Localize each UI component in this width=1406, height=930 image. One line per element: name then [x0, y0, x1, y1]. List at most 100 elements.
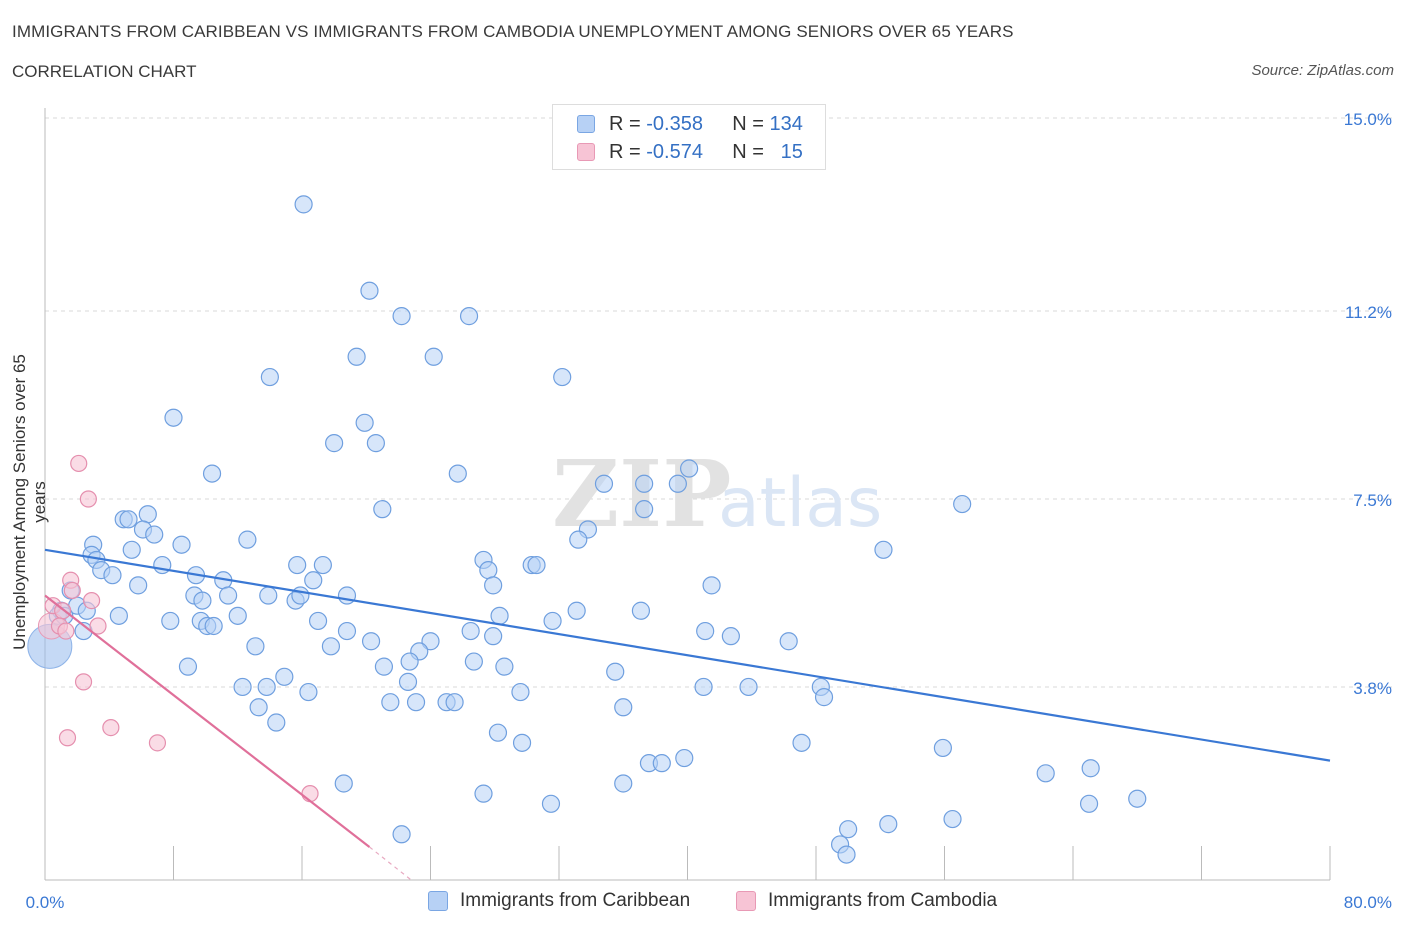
cambodia-point — [58, 729, 77, 747]
caribbean-point — [398, 672, 418, 691]
caribbean-point — [228, 606, 247, 625]
x-tick-label: 80.0% — [1344, 893, 1392, 912]
source-credit: Source: ZipAtlas.com — [1251, 62, 1394, 79]
tick-labels: 3.8% 7.5% 11.2% 15.0% 0.0% 80.0% — [26, 110, 1392, 912]
watermark-atlas: atlas — [718, 464, 882, 543]
caribbean-point — [275, 667, 294, 686]
caribbean-point — [321, 637, 341, 656]
caribbean-point — [238, 530, 257, 549]
caribbean-point — [164, 408, 183, 427]
caribbean-point — [567, 601, 586, 620]
caribbean-point — [325, 434, 344, 453]
caribbean-point — [569, 530, 588, 549]
caribbean-point — [304, 571, 323, 590]
caribbean-point — [260, 367, 279, 387]
caribbean-point — [484, 576, 503, 595]
caribbean-point — [874, 540, 893, 559]
legend-r-label: R = — [609, 112, 641, 135]
caribbean-point — [337, 621, 357, 641]
caribbean-point — [490, 606, 509, 625]
caribbean-point — [614, 774, 633, 793]
cambodia-point — [102, 718, 120, 737]
caribbean-point — [267, 713, 286, 732]
caribbean-point — [347, 347, 366, 366]
caribbean-point — [313, 555, 332, 575]
y-tick-label: 3.8% — [1353, 679, 1392, 698]
caribbean-point — [424, 347, 443, 366]
caribbean-point — [461, 621, 480, 641]
caribbean-point — [178, 657, 198, 676]
caribbean-point — [109, 606, 128, 625]
caribbean-point — [696, 621, 715, 641]
bottom-legend-swatch-caribbean — [428, 891, 448, 911]
caribbean-point — [122, 540, 141, 559]
caribbean-point — [360, 281, 379, 300]
caribbean-point — [161, 611, 180, 631]
caribbean-point — [1128, 789, 1147, 808]
caribbean-point — [479, 561, 498, 580]
caribbean-point — [294, 195, 313, 214]
caribbean-point — [445, 693, 464, 712]
caribbean-point — [594, 474, 614, 493]
caribbean-point — [943, 809, 962, 829]
bottom-legend-label-cambodia: Immigrants from Cambodia — [768, 890, 998, 911]
caribbean-point — [366, 434, 385, 453]
legend-r-value-caribbean: -0.358 — [646, 112, 703, 135]
cambodia-point — [57, 622, 75, 640]
caribbean-point — [1079, 794, 1099, 813]
caribbean-point — [702, 576, 721, 595]
caribbean-point — [202, 464, 222, 483]
caribbean-point — [361, 632, 381, 651]
x-tick-label: 0.0% — [26, 893, 65, 912]
caribbean-point — [779, 632, 798, 651]
caribbean-point — [193, 591, 212, 610]
caribbean-point — [512, 733, 532, 752]
bottom-legend-label-caribbean: Immigrants from Caribbean — [460, 890, 691, 911]
caribbean-point — [541, 794, 561, 813]
caribbean-point — [259, 586, 278, 605]
caribbean-point — [668, 474, 687, 493]
caribbean-point — [374, 657, 394, 676]
legend-n-label: N = — [732, 112, 764, 135]
caribbean-point — [1036, 764, 1055, 783]
caribbean-point — [837, 845, 856, 864]
caribbean-point — [464, 652, 483, 671]
legend-r-value-cambodia: -0.574 — [646, 140, 703, 163]
watermark: ZIP atlas — [552, 440, 882, 548]
caribbean-point — [721, 627, 740, 646]
gridlines — [45, 117, 1392, 688]
caribbean-point — [459, 307, 479, 326]
caribbean-point — [392, 825, 411, 844]
caribbean-point — [448, 464, 467, 483]
caribbean-point — [495, 657, 514, 676]
caribbean-point — [119, 510, 138, 529]
caribbean-point — [291, 586, 310, 605]
cambodia-point — [148, 734, 167, 752]
legend-n-value-caribbean: 134 — [769, 112, 803, 135]
caribbean-point — [484, 627, 503, 646]
legend-row-caribbean: R = -0.358 N = 134 — [577, 111, 803, 137]
caribbean-point — [635, 500, 654, 519]
caribbean-point — [739, 677, 758, 697]
caribbean-point — [288, 555, 307, 575]
caribbean-point — [792, 733, 811, 752]
caribbean-point — [308, 611, 328, 631]
caribbean-point — [553, 367, 572, 387]
cambodia-points — [37, 454, 319, 803]
axes — [44, 108, 1331, 881]
caribbean-point — [488, 723, 508, 742]
caribbean-point — [337, 586, 357, 605]
caribbean-point — [953, 494, 972, 514]
caribbean-point — [879, 815, 898, 834]
caribbean-point — [334, 774, 353, 793]
caribbean-point — [257, 677, 276, 697]
caribbean-point — [614, 698, 633, 717]
caribbean-point — [219, 586, 238, 605]
bottom-legend-cambodia: Immigrants from Cambodia — [736, 890, 997, 912]
caribbean-point — [233, 677, 252, 697]
legend-swatch-cambodia — [577, 143, 595, 161]
caribbean-point — [246, 637, 265, 656]
caribbean-point — [652, 754, 671, 773]
cambodia-point — [301, 785, 319, 803]
caribbean-point — [694, 677, 713, 697]
